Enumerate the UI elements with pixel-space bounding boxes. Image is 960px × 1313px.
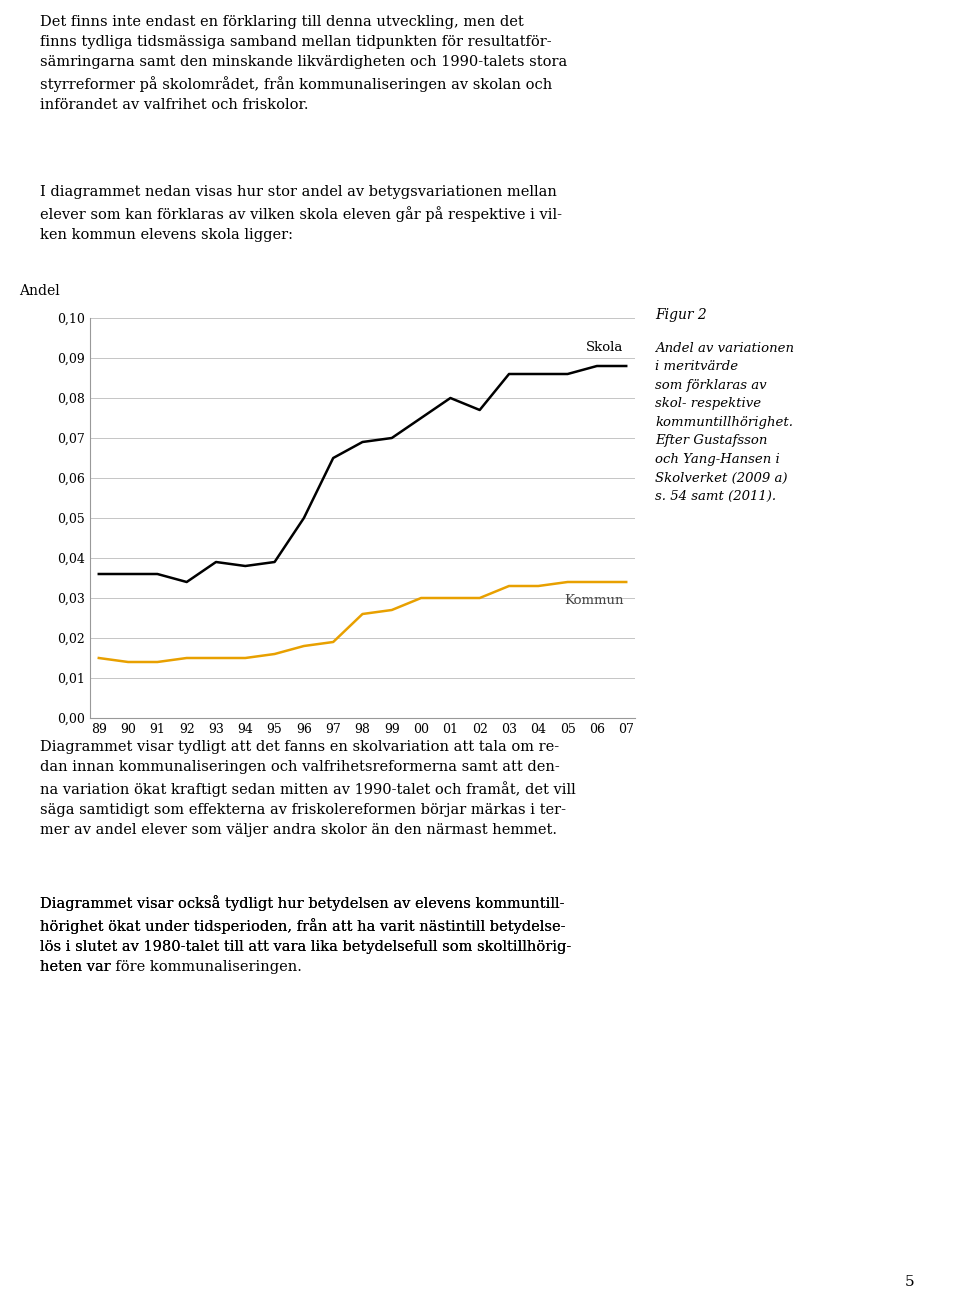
Text: Diagrammet visar också tydligt hur betydelsen av elevens kommuntill-
hörighet ök: Diagrammet visar också tydligt hur betyd… xyxy=(40,895,571,974)
Text: I diagrammet nedan visas hur stor andel av betygsvariationen mellan
elever som k: I diagrammet nedan visas hur stor andel … xyxy=(40,185,562,242)
Text: Det finns inte endast en förklaring till denna utveckling, men det
finns tydliga: Det finns inte endast en förklaring till… xyxy=(40,14,567,112)
Text: Diagrammet visar också tydligt hur betydelsen av elevens kommuntill-
hörighet ök: Diagrammet visar också tydligt hur betyd… xyxy=(40,895,571,974)
Text: Diagrammet visar tydligt att det fanns en skolvariation att tala om re-
dan inna: Diagrammet visar tydligt att det fanns e… xyxy=(40,741,576,838)
Text: Figur 2: Figur 2 xyxy=(655,309,707,322)
Text: Andel av variationen
i meritvärde
som förklaras av
skol- respektive
kommuntillhö: Andel av variationen i meritvärde som fö… xyxy=(655,341,794,503)
Text: 5: 5 xyxy=(905,1275,915,1289)
Text: Kommun: Kommun xyxy=(564,593,623,607)
Text: Andel: Andel xyxy=(19,284,60,298)
Text: Skola: Skola xyxy=(586,341,623,355)
